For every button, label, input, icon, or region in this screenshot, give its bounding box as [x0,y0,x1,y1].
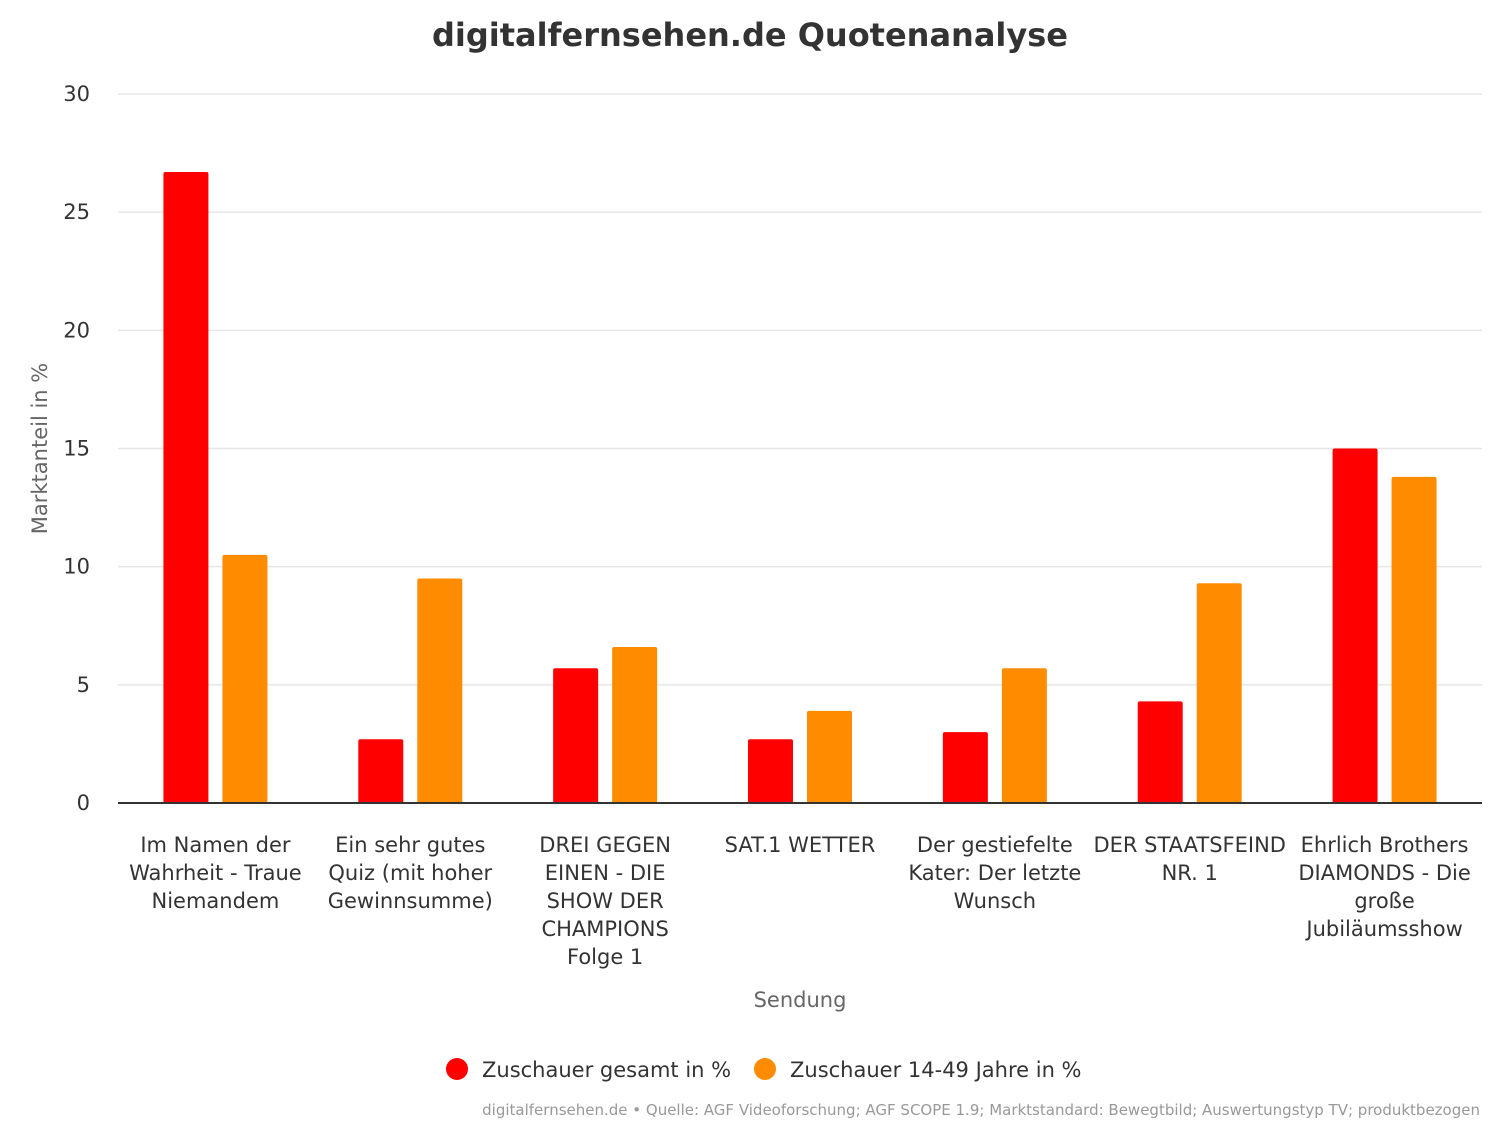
x-category-label-line: Ehrlich Brothers [1301,833,1469,857]
x-category-label-line: Im Namen der [140,833,291,857]
x-axis-title: Sendung [754,988,847,1012]
x-category-label-line: DER STAATSFEIND [1093,833,1286,857]
bar-gesamt-1[interactable] [163,171,209,804]
x-category-label-line: Wunsch [954,889,1036,913]
y-axis-title: Marktanteil in % [28,363,52,534]
x-category-label: Ein sehr gutes Quiz (mit hoher Gewinnsumme… [328,833,493,913]
bar-gesamt-6[interactable] [1137,701,1183,803]
x-category-label-line: Gewinnsumme) [328,889,493,913]
y-axis-ticks: 0 5 10 15 20 25 30 [63,82,90,815]
legend-item-2[interactable]: Zuschauer 14-49 Jahre in % [754,1058,1082,1082]
x-category-label-line: EINEN - DIE [545,861,666,885]
x-category-label: Der gestiefelte Kater: Der letzte Wunsch [908,833,1081,913]
y-tick-label: 0 [77,791,90,815]
y-tick-label: 5 [77,673,90,697]
bar-14-49-1[interactable] [222,554,268,803]
credits-text[interactable]: digitalfernsehen.de • Quelle: AGF Videof… [482,1101,1480,1119]
bars [163,171,1437,804]
y-tick-label: 15 [63,437,90,461]
legend-marker [446,1058,468,1080]
x-category-label-line: Jubiläumsshow [1304,917,1462,941]
x-category-label-line: Wahrheit - Traue [129,861,302,885]
x-category-label-line: SHOW DER [547,889,664,913]
x-category-label: SAT.1 WETTER [725,833,876,857]
x-category-label-line: große [1354,889,1415,913]
y-tick-label: 20 [63,318,90,342]
bar-gesamt-5[interactable] [942,732,988,803]
x-category-label-line: DIAMONDS - Die [1298,861,1470,885]
x-category-label: DREI GEGEN EINEN - DIE SHOW DER CHAMPIONS Fo… [539,833,671,969]
bar-gesamt-2[interactable] [358,739,404,803]
legend-label: Zuschauer 14-49 Jahre in % [790,1058,1082,1082]
legend-item-1[interactable]: Zuschauer gesamt in % [446,1058,731,1082]
x-category-label: Ehrlich Brothers DIAMONDS - Die große Jubil… [1298,833,1470,941]
x-category-label-line: DREI GEGEN [539,833,671,857]
x-category-label-line: Kater: Der letzte [908,861,1081,885]
x-category-label-line: Der gestiefelte [917,833,1073,857]
x-category-label: DER STAATSFEIND NR. 1 [1093,833,1286,885]
x-category-label-line: CHAMPIONS [541,917,668,941]
bar-14-49-7[interactable] [1391,476,1437,803]
x-category-label-line: NR. 1 [1162,861,1218,885]
x-category-label-line: Ein sehr gutes [335,833,485,857]
bar-gesamt-4[interactable] [748,739,793,803]
chart-title: digitalfernsehen.de Quotenanalyse [432,16,1068,54]
bar-14-49-5[interactable] [1001,668,1047,803]
legend-marker [754,1058,776,1080]
y-tick-label: 10 [63,555,90,579]
x-category-label-line: Quiz (mit hoher [328,861,492,885]
x-category-label-line: Niemandem [152,889,280,913]
bar-gesamt-7[interactable] [1332,448,1378,804]
grid-layer [118,93,1482,686]
bar-14-49-2[interactable] [417,578,463,803]
bar-14-49-4[interactable] [807,710,852,803]
y-tick-label: 30 [63,82,90,106]
x-category-label: Im Namen der Wahrheit - Traue Niemandem [129,833,302,913]
x-axis-categories: Im Namen der Wahrheit - Traue Niemandem Ein… [129,833,1471,969]
y-tick-label: 25 [63,200,90,224]
legend-label: Zuschauer gesamt in % [482,1058,731,1082]
bar-14-49-6[interactable] [1196,583,1242,803]
legend: Zuschauer gesamt in % Zuschauer 14-49 Jah… [446,1058,1082,1082]
bar-14-49-3[interactable] [612,647,658,803]
x-category-label-line: Folge 1 [567,945,643,969]
x-category-label-line: SAT.1 WETTER [725,833,876,857]
bar-gesamt-3[interactable] [553,668,599,803]
